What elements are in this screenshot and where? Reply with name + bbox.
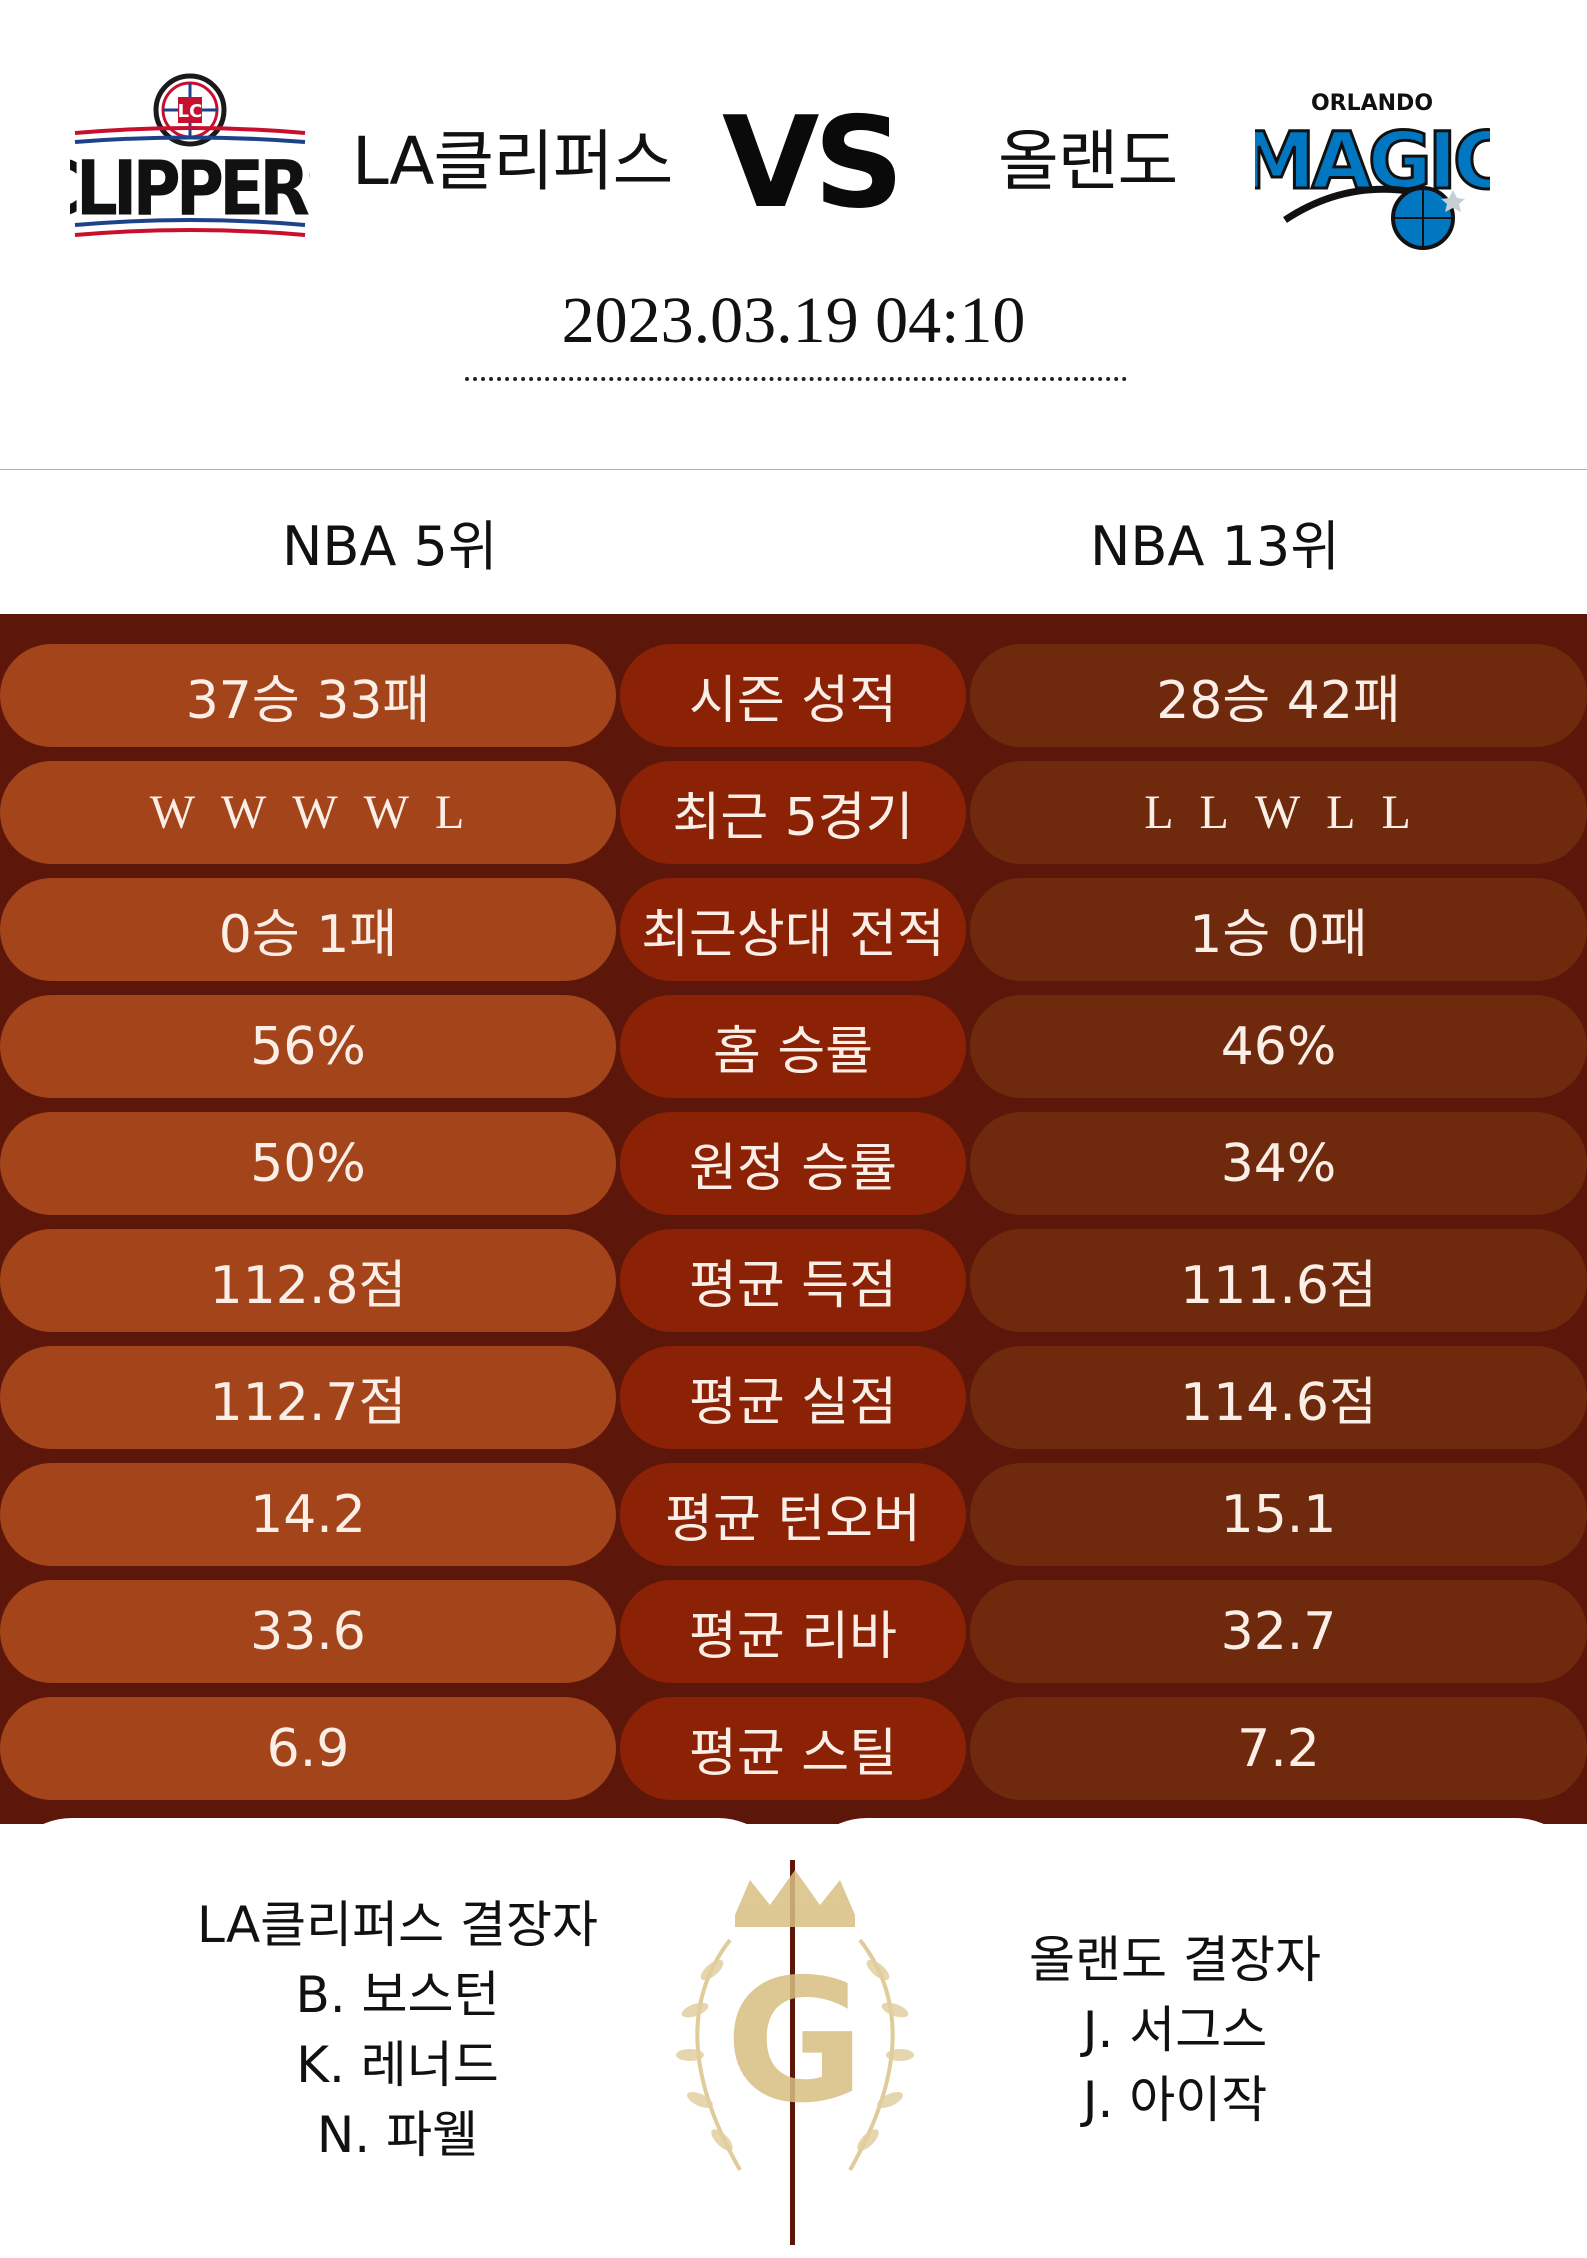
stat-label: 평균 리바 bbox=[620, 1580, 966, 1683]
match-header: LC CLIPPERS LA클리퍼스 VS 올랜도 ORLANDO MAGIC … bbox=[0, 0, 1587, 578]
stat-label: 최근상대 전적 bbox=[620, 878, 966, 981]
form-result: W bbox=[149, 786, 198, 839]
home-stat-value: 37승 33패 bbox=[0, 644, 616, 747]
form-result: L bbox=[1199, 786, 1231, 839]
crown-laurel-emblem: G bbox=[676, 1870, 914, 2171]
home-stat-value: 50% bbox=[0, 1112, 616, 1215]
stat-row-season-record: 37승 33패 시즌 성적 28승 42패 bbox=[0, 644, 1587, 747]
home-stat-value: 33.6 bbox=[0, 1580, 616, 1683]
home-team-name: LA클리퍼스 bbox=[352, 123, 673, 200]
stat-label: 평균 득점 bbox=[620, 1229, 966, 1332]
stat-label: 원정 승률 bbox=[620, 1112, 966, 1215]
away-stat-value: 1승 0패 bbox=[970, 878, 1587, 981]
away-stat-value: 111.6점 bbox=[970, 1229, 1587, 1332]
stat-label: 평균 스틸 bbox=[620, 1697, 966, 1800]
stat-row-avg-turnovers: 14.2 평균 턴오버 15.1 bbox=[0, 1463, 1587, 1566]
injured-player: K. 레너드 bbox=[296, 2036, 499, 2094]
home-recent-form: W W W W L bbox=[0, 761, 616, 864]
svg-text:ORLANDO: ORLANDO bbox=[1311, 91, 1433, 116]
home-stat-value: 56% bbox=[0, 995, 616, 1098]
svg-text:LC: LC bbox=[178, 101, 203, 122]
svg-text:MAGIC: MAGIC bbox=[1255, 117, 1490, 207]
injured-player: N. 파웰 bbox=[316, 2106, 479, 2164]
datetime-underline bbox=[465, 377, 1127, 381]
form-result: W bbox=[292, 786, 340, 839]
stat-row-avg-steals: 6.9 평균 스틸 7.2 bbox=[0, 1697, 1587, 1800]
orlando-magic-logo: ORLANDO MAGIC bbox=[1255, 91, 1490, 250]
stat-label: 시즌 성적 bbox=[620, 644, 966, 747]
form-result: W bbox=[363, 786, 411, 839]
home-stat-value: 112.8점 bbox=[0, 1229, 616, 1332]
header-divider bbox=[0, 469, 1587, 470]
vs-label: VS bbox=[722, 89, 904, 236]
away-injury-title: 올랜도 결장자 bbox=[1029, 1931, 1321, 1989]
stat-label: 최근 5경기 bbox=[620, 761, 966, 864]
stat-label: 평균 턴오버 bbox=[620, 1463, 966, 1566]
form-result: W bbox=[221, 786, 269, 839]
injured-player: J. 서그스 bbox=[1082, 2001, 1268, 2059]
home-rank: NBA 5위 bbox=[282, 515, 498, 578]
away-stat-value: 34% bbox=[970, 1112, 1587, 1215]
form-result: L bbox=[1144, 786, 1176, 839]
away-stat-value: 7.2 bbox=[970, 1697, 1587, 1800]
away-injury-card bbox=[795, 1818, 1587, 2258]
stat-row-avg-points: 112.8점 평균 득점 111.6점 bbox=[0, 1229, 1587, 1332]
home-stat-value: 6.9 bbox=[0, 1697, 616, 1800]
away-stat-value: 28승 42패 bbox=[970, 644, 1587, 747]
home-injury-card bbox=[0, 1818, 790, 2258]
home-injury-list: LA클리퍼스 결장자 B. 보스턴 K. 레너드 N. 파웰 bbox=[120, 1890, 675, 2170]
injured-player: B. 보스턴 bbox=[295, 1966, 500, 2024]
clippers-logo: LC CLIPPERS bbox=[70, 73, 310, 237]
away-stat-value: 46% bbox=[970, 995, 1587, 1098]
home-injury-title: LA클리퍼스 결장자 bbox=[196, 1896, 599, 1954]
stat-row-home-win-rate: 56% 홈 승률 46% bbox=[0, 995, 1587, 1098]
stat-row-avg-rebounds: 33.6 평균 리바 32.7 bbox=[0, 1580, 1587, 1683]
injury-divider bbox=[790, 1860, 795, 2245]
form-result: W bbox=[1254, 786, 1303, 839]
home-stat-value: 0승 1패 bbox=[0, 878, 616, 981]
stat-row-recent-form: W W W W L 최근 5경기 L L W L L bbox=[0, 761, 1587, 864]
stat-label: 평균 실점 bbox=[620, 1346, 966, 1449]
away-stat-value: 114.6점 bbox=[970, 1346, 1587, 1449]
away-stat-value: 32.7 bbox=[970, 1580, 1587, 1683]
stat-label: 홈 승률 bbox=[620, 995, 966, 1098]
home-stat-value: 14.2 bbox=[0, 1463, 616, 1566]
stat-row-away-win-rate: 50% 원정 승률 34% bbox=[0, 1112, 1587, 1215]
stat-row-avg-allowed: 112.7점 평균 실점 114.6점 bbox=[0, 1346, 1587, 1449]
form-result: L bbox=[434, 786, 467, 839]
stats-panel: 37승 33패 시즌 성적 28승 42패 W W W W L 최근 5경기 L… bbox=[0, 614, 1587, 1824]
form-result: L bbox=[1381, 786, 1413, 839]
injured-player: J. 아이작 bbox=[1082, 2071, 1268, 2129]
away-injury-list: 올랜도 결장자 J. 서그스 J. 아이작 bbox=[960, 1925, 1390, 2135]
svg-text:CLIPPERS: CLIPPERS bbox=[70, 144, 310, 233]
stat-row-head-to-head: 0승 1패 최근상대 전적 1승 0패 bbox=[0, 878, 1587, 981]
home-stat-value: 112.7점 bbox=[0, 1346, 616, 1449]
away-stat-value: 15.1 bbox=[970, 1463, 1587, 1566]
form-result: L bbox=[1326, 786, 1358, 839]
away-recent-form: L L W L L bbox=[970, 761, 1587, 864]
away-rank: NBA 13위 bbox=[1090, 515, 1340, 578]
match-datetime: 2023.03.19 04:10 bbox=[561, 284, 1026, 357]
svg-text:G: G bbox=[725, 1943, 865, 2141]
away-team-name: 올랜도 bbox=[998, 123, 1178, 200]
